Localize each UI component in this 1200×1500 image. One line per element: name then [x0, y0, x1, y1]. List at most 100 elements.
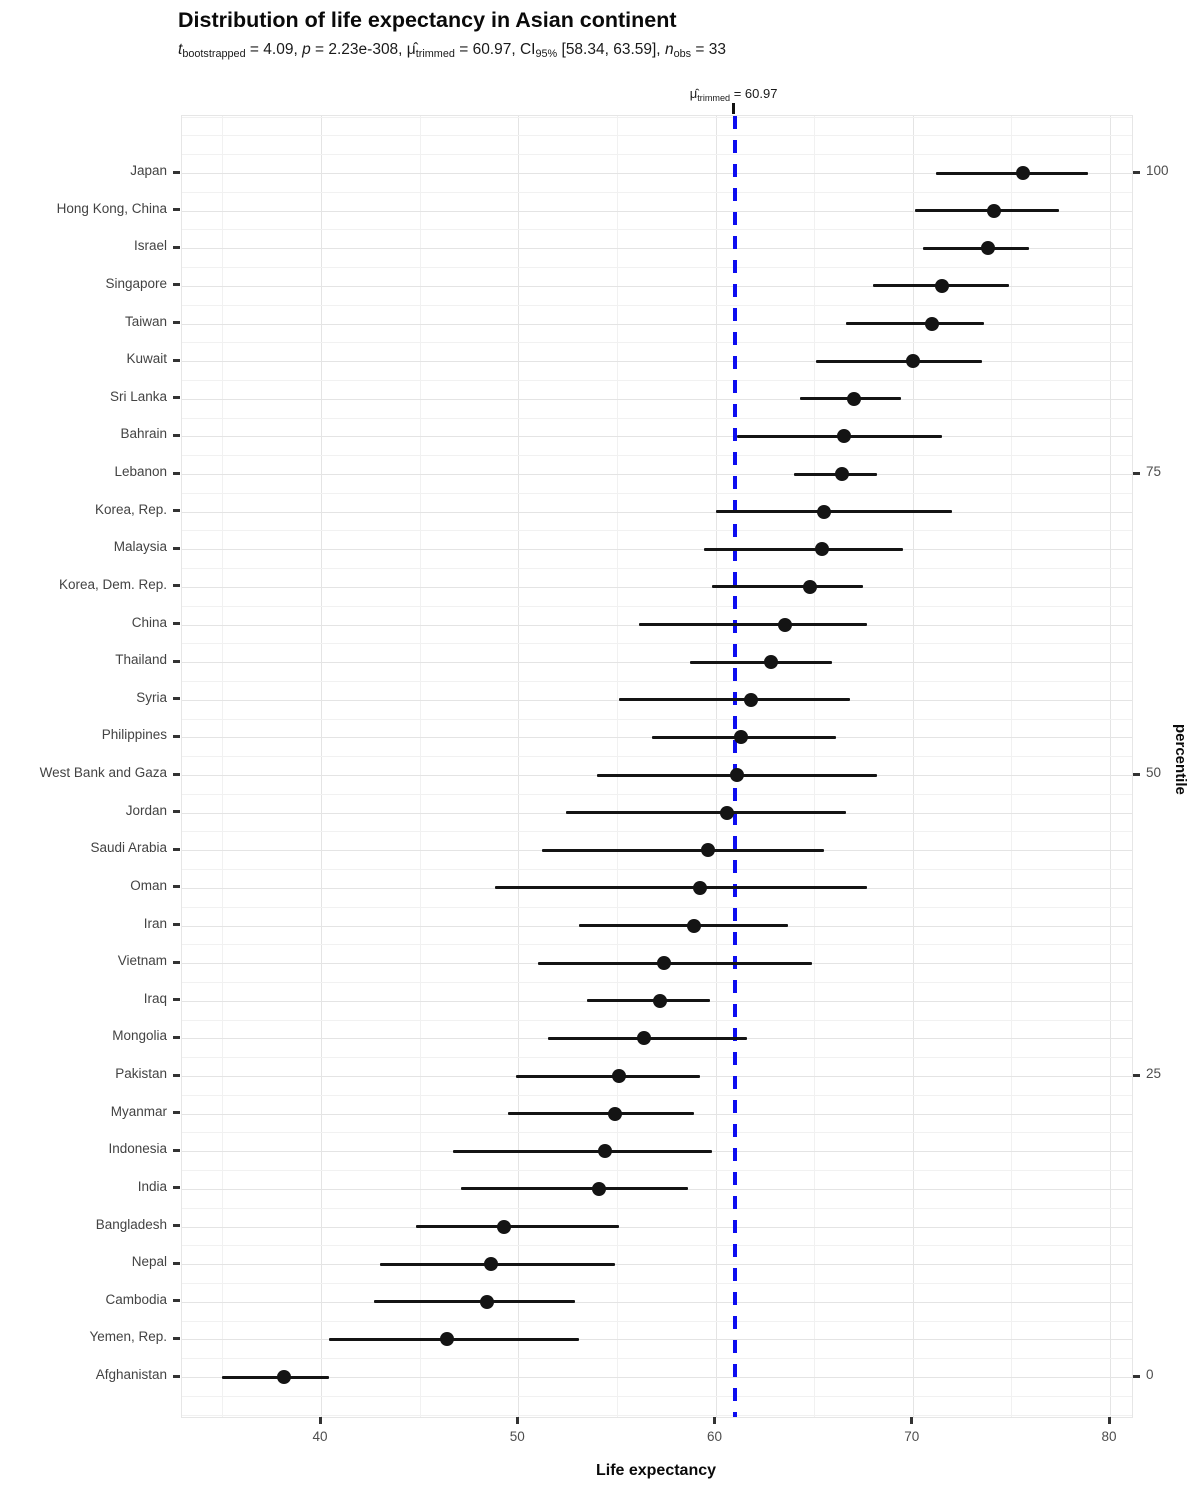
gridline-horizontal-minor — [182, 1057, 1132, 1059]
ci-line — [816, 359, 982, 363]
data-point — [592, 1181, 607, 1196]
country-label: Bahrain — [120, 426, 167, 442]
ci-line — [461, 1187, 688, 1191]
right-tick-label: 75 — [1146, 464, 1162, 479]
country-label: Indonesia — [108, 1141, 167, 1157]
gridline-horizontal-major — [182, 398, 1132, 400]
y-axis-tick — [173, 772, 180, 776]
gridline-vertical-minor — [616, 116, 618, 1417]
data-point — [479, 1294, 494, 1309]
text-segment: trimmed — [415, 48, 455, 61]
ci-line — [922, 246, 1030, 250]
country-label: Myanmar — [110, 1103, 167, 1119]
country-label: Pakistan — [115, 1066, 167, 1081]
data-point — [611, 1069, 626, 1083]
ci-line — [703, 547, 903, 551]
data-point — [440, 1332, 455, 1347]
y-axis-tick — [173, 283, 180, 287]
data-point — [653, 993, 668, 1008]
gridline-horizontal-major — [182, 1226, 1132, 1228]
right-axis-tick — [1133, 471, 1140, 475]
gridline-horizontal-minor — [182, 1320, 1132, 1322]
text-segment: = 60.97, CI — [454, 41, 536, 58]
country-label: China — [131, 614, 167, 630]
data-point — [763, 655, 778, 670]
country-label: Syria — [136, 689, 167, 705]
data-point — [925, 316, 940, 331]
data-point — [1016, 166, 1031, 180]
gridline-vertical-minor — [222, 116, 224, 1417]
ci-line — [508, 1112, 694, 1116]
plot-panel — [181, 115, 1133, 1418]
data-point — [777, 617, 792, 632]
vline-label: μ̂trimmed = 60.97 — [134, 86, 1200, 103]
y-axis-tick — [173, 433, 180, 437]
gridline-horizontal-minor — [182, 1358, 1132, 1360]
country-label: Mongolia — [112, 1028, 167, 1044]
gridline-horizontal-major — [182, 1377, 1132, 1378]
x-axis-tick — [318, 1417, 322, 1424]
gridline-horizontal-major — [182, 1339, 1132, 1341]
y-axis-tick — [173, 998, 180, 1002]
data-point — [744, 692, 758, 707]
country-label: Iraq — [143, 990, 167, 1006]
y-axis-tick — [173, 659, 180, 663]
gridline-horizontal-minor — [182, 756, 1132, 758]
text-segment: = 2.23e-308, — [310, 41, 407, 58]
gridline-horizontal-major — [182, 210, 1132, 212]
country-label: Afghanistan — [95, 1367, 167, 1382]
gridline-horizontal-major — [182, 474, 1132, 475]
ci-line — [537, 961, 813, 965]
vline-label-tick — [731, 103, 736, 114]
gridline-vertical-major — [321, 116, 322, 1417]
ci-line — [587, 999, 710, 1003]
text-segment: 95% — [535, 48, 558, 61]
y-axis-tick — [173, 734, 180, 738]
right-tick-label: 100 — [1146, 163, 1169, 178]
y-axis-tick — [173, 1111, 180, 1115]
gridline-horizontal-minor — [182, 116, 1132, 118]
gridline-horizontal-minor — [182, 906, 1132, 908]
y-axis-tick — [173, 245, 180, 249]
gridline-horizontal-minor — [182, 1132, 1132, 1134]
y-axis-tick — [173, 509, 180, 513]
y-axis-tick — [173, 321, 180, 324]
y-axis-tick — [173, 584, 180, 588]
ci-line — [845, 322, 984, 325]
ci-line — [453, 1149, 712, 1153]
right-tick-label: 0 — [1146, 1367, 1154, 1382]
ci-line — [711, 585, 864, 589]
country-label: Bangladesh — [95, 1216, 167, 1232]
country-label: Jordan — [125, 802, 167, 818]
country-label: Iran — [143, 915, 167, 931]
gridline-horizontal-minor — [182, 135, 1132, 137]
gridline-horizontal-minor — [182, 1019, 1132, 1021]
data-point — [836, 429, 851, 444]
country-label: West Bank and Gaza — [39, 765, 167, 780]
y-axis-tick — [173, 1035, 180, 1039]
ci-line — [374, 1300, 576, 1304]
gridline-horizontal-minor — [182, 981, 1132, 983]
gridline-vertical-major — [1110, 116, 1111, 1417]
ci-line — [715, 510, 953, 514]
ci-line — [618, 698, 850, 702]
gridline-horizontal-minor — [182, 605, 1132, 607]
gridline-horizontal-major — [182, 361, 1132, 363]
gridline-horizontal-minor — [182, 154, 1132, 156]
gridline-horizontal-major — [182, 1301, 1132, 1303]
x-axis-tick — [713, 1417, 716, 1424]
ci-line — [494, 886, 868, 890]
gridline-horizontal-minor — [182, 417, 1132, 419]
text-segment: trimmed — [697, 92, 731, 103]
country-label: Singapore — [105, 275, 167, 291]
x-tick-label: 50 — [509, 1429, 525, 1444]
right-axis-tick — [1133, 170, 1140, 174]
gridline-horizontal-minor — [182, 718, 1132, 720]
data-point — [657, 956, 672, 971]
y-axis-tick — [173, 1224, 180, 1227]
centrality-line — [732, 116, 737, 1417]
gridline-horizontal-minor — [182, 229, 1132, 231]
text-segment: n — [664, 41, 674, 58]
gridline-vertical-major — [715, 116, 717, 1417]
data-point — [686, 918, 701, 933]
